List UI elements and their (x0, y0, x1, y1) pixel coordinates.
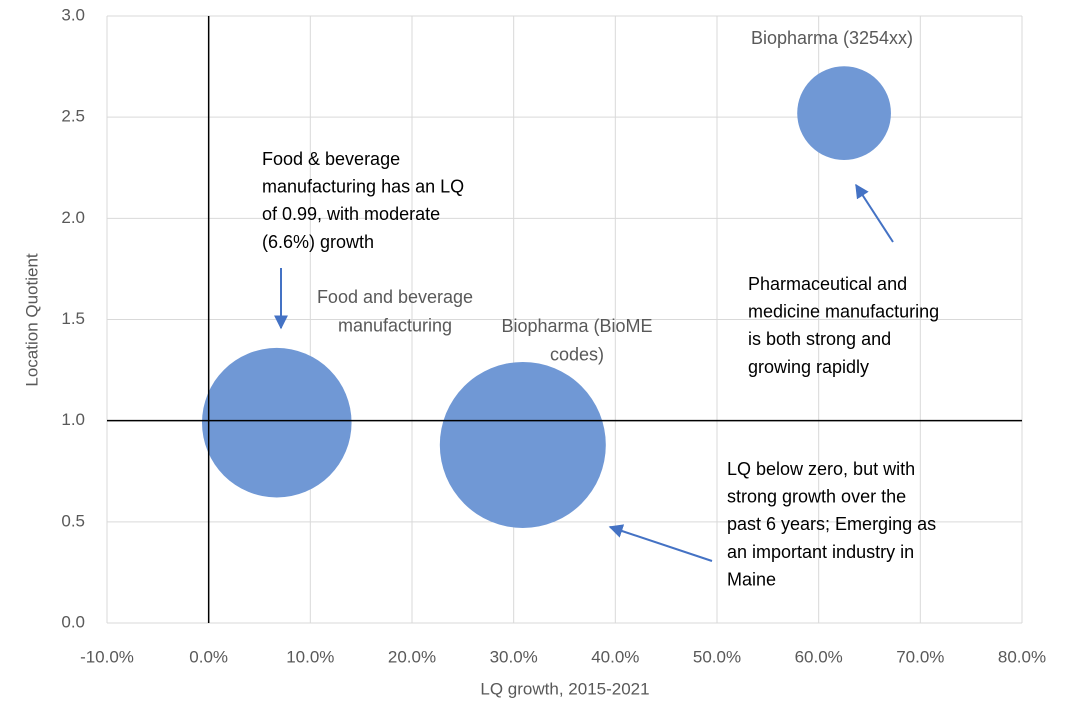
data-label: codes) (550, 344, 604, 364)
annotation: of 0.99, with moderate (262, 204, 440, 224)
annotation: Food & beverage (262, 149, 400, 169)
x-tick-label: 30.0% (490, 647, 538, 666)
annotation: Pharmaceutical and (748, 274, 907, 294)
arrow (855, 183, 894, 243)
bubble (797, 66, 891, 160)
marks (202, 66, 891, 528)
x-tick-label: 60.0% (795, 647, 843, 666)
x-tick-label: 0.0% (189, 647, 228, 666)
x-tick-label: 10.0% (286, 647, 334, 666)
annotation: past 6 years; Emerging as (727, 514, 936, 534)
annotation: is both strong and (748, 329, 891, 349)
arrow (608, 524, 713, 562)
y-tick-label: 1.5 (61, 309, 85, 328)
x-axis-title: LQ growth, 2015-2021 (480, 679, 649, 698)
x-tick-label: 50.0% (693, 647, 741, 666)
y-tick-label: 2.0 (61, 208, 85, 227)
y-tick-label: 2.5 (61, 107, 85, 126)
annotation: an important industry in (727, 542, 914, 562)
data-label: manufacturing (338, 315, 452, 335)
x-tick-label: -10.0% (80, 647, 134, 666)
y-tick-label: 3.0 (61, 5, 85, 24)
annotation: growing rapidly (748, 357, 869, 377)
bubble (202, 347, 352, 498)
x-tick-label: 70.0% (896, 647, 944, 666)
annotation: (6.6%) growth (262, 232, 374, 252)
x-tick-label: 80.0% (998, 647, 1046, 666)
x-tick-label: 20.0% (388, 647, 436, 666)
annotation: strong growth over the (727, 486, 906, 506)
bubble (439, 361, 606, 528)
annotation: Maine (727, 570, 776, 590)
annotation: manufacturing has an LQ (262, 176, 464, 196)
x-tick-label: 40.0% (591, 647, 639, 666)
data-label: Biopharma (BioME (501, 316, 652, 336)
y-tick-label: 1.0 (61, 410, 85, 429)
y-tick-label: 0.0 (61, 612, 85, 631)
y-axis-title: Location Quotient (22, 253, 41, 387)
y-tick-label: 0.5 (61, 511, 85, 530)
annotation: medicine manufacturing (748, 301, 939, 321)
annotation: LQ below zero, but with (727, 459, 915, 479)
data-label: Food and beverage (317, 287, 473, 307)
data-label: Biopharma (3254xx) (751, 28, 913, 48)
